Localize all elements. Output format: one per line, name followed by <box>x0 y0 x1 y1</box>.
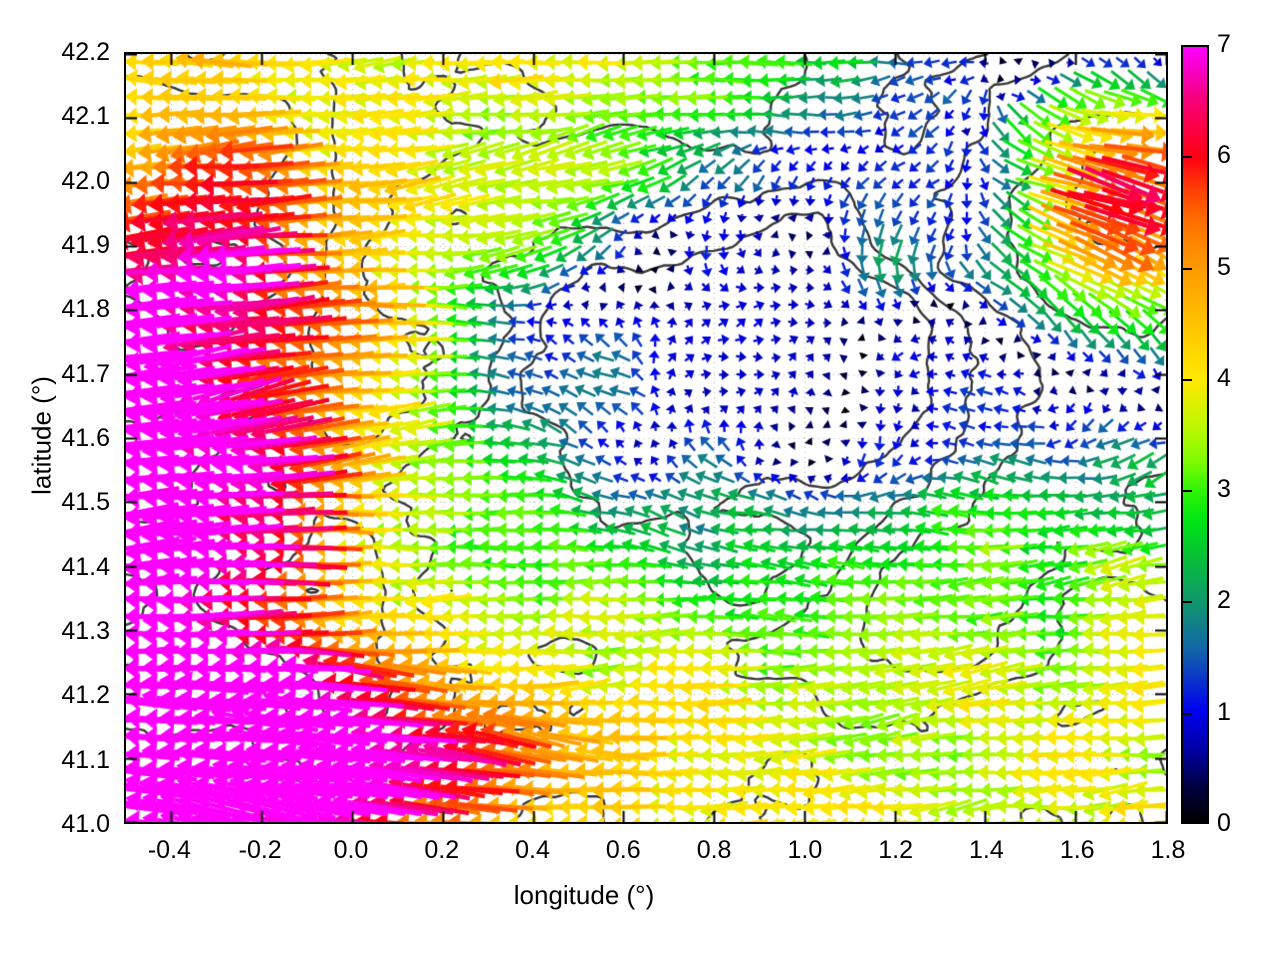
x-tick-label: 0.2 <box>424 836 460 864</box>
y-axis-title: latitude (°) <box>26 376 57 495</box>
x-tick-label: 1.6 <box>1059 836 1095 864</box>
colorbar-tick-label: 3 <box>1217 475 1231 504</box>
colorbar-tick-label: 2 <box>1217 586 1231 615</box>
y-tick-label: 41.9 <box>61 231 110 259</box>
x-tick-label: 0.4 <box>515 836 550 864</box>
colorbar-tick-label: 5 <box>1217 252 1231 281</box>
y-tick-label: 41.4 <box>61 552 110 581</box>
x-tick-label: 1.8 <box>1150 836 1186 864</box>
y-tick-label: 42.2 <box>61 38 110 66</box>
y-tick-label: 41.8 <box>61 295 110 324</box>
x-tick-label: 0.6 <box>605 836 641 864</box>
colorbar-gradient <box>1181 45 1209 824</box>
y-tick-label: 41.7 <box>61 359 110 388</box>
x-tick-label: 1.0 <box>787 836 823 864</box>
colorbar-tick-label: 7 <box>1217 30 1231 58</box>
quiver-plot-canvas <box>126 54 1166 822</box>
x-tick-label: 1.2 <box>878 836 914 864</box>
colorbar-tick-label: 6 <box>1217 141 1231 170</box>
y-tick-label: 41.1 <box>61 745 110 774</box>
x-tick-label: -0.2 <box>238 836 282 864</box>
y-tick-label: 41.6 <box>61 424 110 452</box>
plot-area <box>124 52 1168 824</box>
y-tick-label: 41.0 <box>61 810 110 838</box>
y-tick-label: 41.2 <box>61 681 110 710</box>
x-tick-label: 0.8 <box>696 836 732 864</box>
colorbar-tick-mark <box>1181 601 1192 604</box>
x-tick-label: 0.0 <box>333 836 369 864</box>
x-axis-title: longitude (°) <box>513 880 655 910</box>
x-tick-label: 1.4 <box>969 836 1004 864</box>
colorbar-tick-label: 4 <box>1217 363 1231 392</box>
colorbar-tick-mark <box>1181 490 1192 493</box>
colorbar-tick-label: 0 <box>1217 809 1231 837</box>
y-tick-label: 42.1 <box>61 102 110 131</box>
colorbar-tick-mark <box>1181 712 1192 715</box>
colorbar-tick-mark <box>1181 378 1192 381</box>
colorbar-tick-mark <box>1181 156 1192 159</box>
y-tick-label: 42.0 <box>61 166 110 195</box>
colorbar-tick-label: 1 <box>1217 697 1231 726</box>
y-tick-label: 41.5 <box>61 488 110 517</box>
y-tick-label: 41.3 <box>61 617 110 645</box>
x-tick-label: -0.4 <box>147 836 191 864</box>
colorbar-tick-mark <box>1181 267 1192 270</box>
colorbar: 0 1 2 3 4 5 6 7 <box>1181 32 1231 836</box>
